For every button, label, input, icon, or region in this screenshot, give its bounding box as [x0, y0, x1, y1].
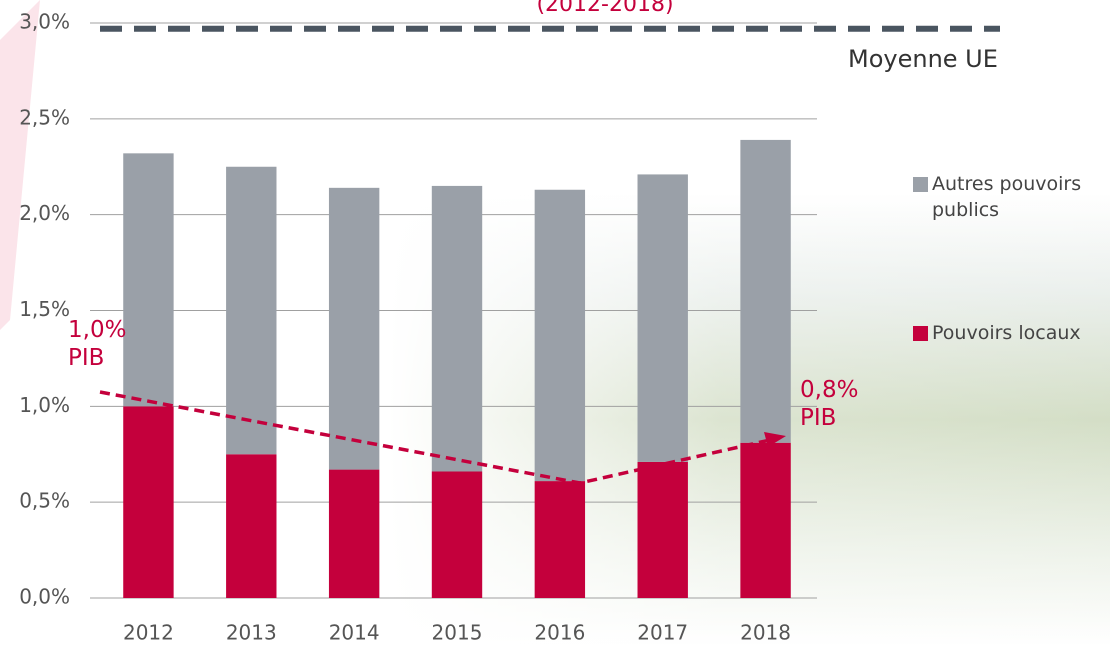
bar-segment [226, 454, 277, 598]
y-tick-label: 1,5% [19, 297, 70, 321]
bar-segment [431, 185, 483, 472]
x-tick-label: 2015 [432, 621, 483, 645]
legend-swatch [913, 326, 928, 341]
decor-swoosh [0, 0, 40, 330]
bar-segment [328, 187, 380, 470]
bar-segment [740, 442, 791, 598]
annotation: 0,8% PIB [800, 377, 859, 431]
x-tick-label: 2018 [740, 621, 791, 645]
x-tick-label: 2012 [123, 621, 174, 645]
bars: 2012 2013 2014 2015 2016 2017 2018 [123, 139, 791, 645]
y-tick-label: 0,0% [19, 585, 70, 609]
annotation: 1,0% PIB [68, 317, 127, 371]
overlay: Moyenne UE [100, 25, 1000, 73]
legend-label: Autres pouvoirs publics [932, 173, 1082, 221]
bar-segment [328, 469, 380, 598]
bar-segment [534, 189, 586, 482]
bar-segment [637, 174, 688, 462]
y-tick-label: 2,0% [19, 201, 70, 225]
trend-arrow [99, 390, 771, 485]
legend-swatch [913, 177, 928, 192]
grid: 0,0% 0,5% 1,0% 1,5% 2,0% 2,5% 3,0% [19, 10, 817, 609]
bar-segment [123, 153, 174, 407]
bar-segment [637, 461, 688, 598]
reference-label: Moyenne UE [848, 45, 998, 73]
bar-segment [534, 481, 586, 598]
x-tick-label: 2017 [637, 621, 688, 645]
x-tick-label: 2016 [534, 621, 585, 645]
y-tick-label: 1,0% [19, 393, 70, 417]
bar-segment [226, 166, 277, 455]
bar-segment [123, 406, 174, 598]
chart-subtitle: (2012-2018) [536, 0, 673, 17]
arrow-head [764, 432, 786, 447]
x-tick-label: 2013 [226, 621, 277, 645]
legend-label: Pouvoirs locaux [932, 322, 1081, 344]
bar-segment [431, 471, 483, 598]
y-tick-label: 0,5% [19, 489, 70, 513]
bar-segment [740, 139, 791, 443]
y-tick-label: 3,0% [19, 10, 70, 34]
x-tick-label: 2014 [329, 621, 380, 645]
y-tick-label: 2,5% [19, 105, 70, 129]
